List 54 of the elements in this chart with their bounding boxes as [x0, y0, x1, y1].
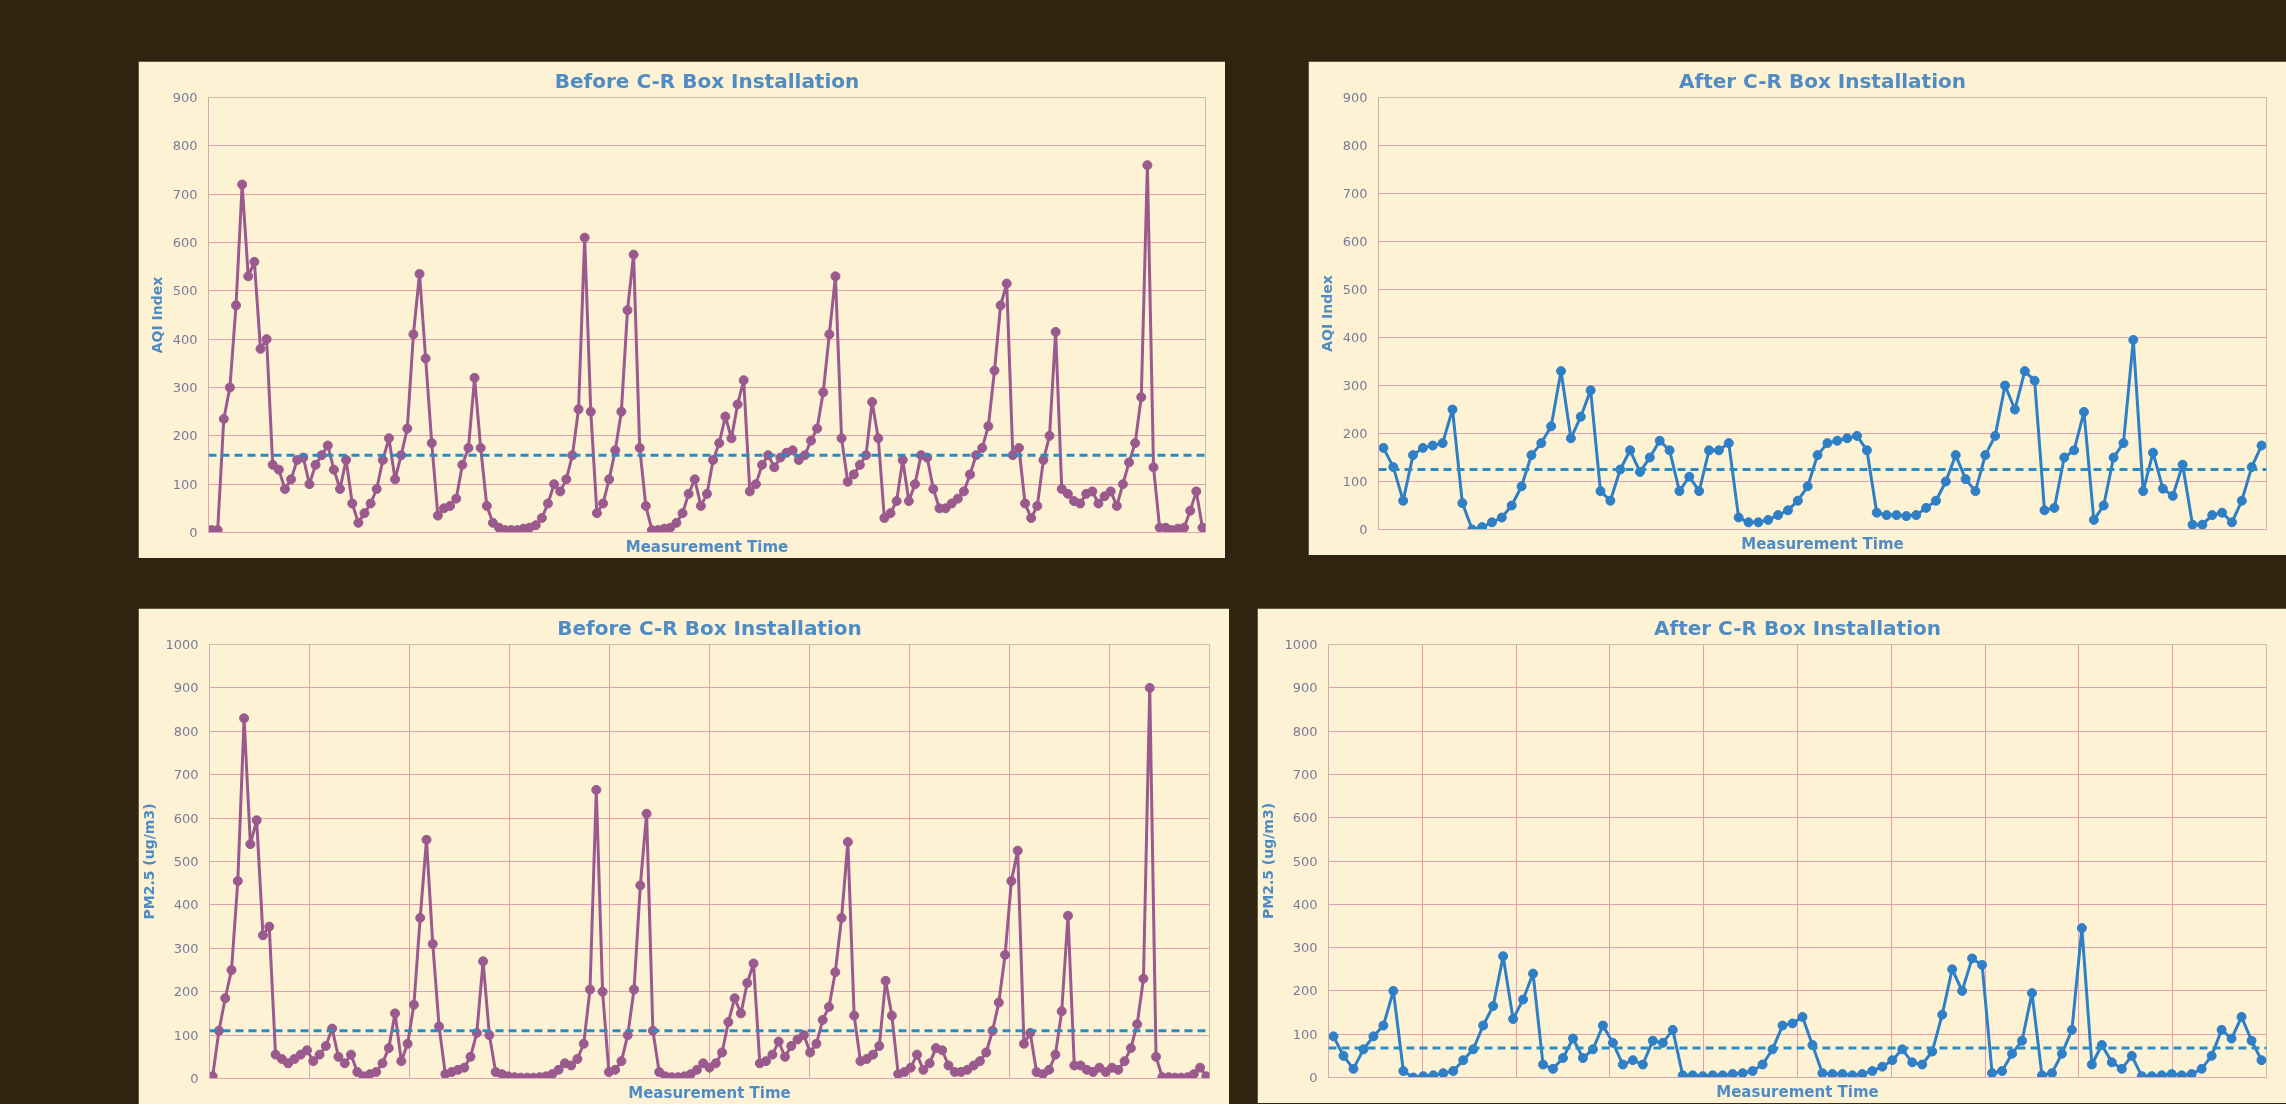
chart-title: After C-R Box Installation — [1678, 68, 1967, 93]
y-tick-label: 100 — [1342, 474, 1368, 489]
y-tick-label: 800 — [1342, 138, 1368, 153]
y-tick-label: 900 — [172, 90, 198, 105]
chart-title: Before C-R Box Installation — [557, 615, 862, 640]
y-tick-label: 900 — [1292, 680, 1318, 696]
y-axis-title: PM2.5 (ug/m3) — [1260, 802, 1277, 920]
y-tick-label: 800 — [173, 723, 199, 739]
y-tick-label: 200 — [173, 984, 199, 1000]
y-tick-label: 100 — [172, 476, 198, 492]
x-axis-title: Measurement Time — [628, 1083, 791, 1102]
y-tick-label: 600 — [172, 235, 198, 250]
y-tick-label: 300 — [1292, 940, 1318, 956]
y-tick-label: 900 — [1342, 90, 1368, 105]
y-tick-label: 600 — [1342, 234, 1368, 249]
y-tick-label: 500 — [1342, 282, 1368, 297]
x-axis-title: Measurement Time — [625, 537, 789, 556]
x-axis-title: Measurement Time — [1741, 534, 1904, 553]
y-axis-title: PM2.5 (ug/m3) — [141, 803, 158, 920]
y-tick-label: 100 — [1292, 1026, 1318, 1042]
y-tick-label: 200 — [1292, 983, 1318, 999]
y-tick-label: 200 — [172, 428, 198, 444]
x-axis-title: Measurement Time — [1716, 1082, 1879, 1101]
y-tick-label: 500 — [1292, 853, 1318, 869]
y-tick-label: 0 — [1359, 522, 1368, 537]
y-tick-label: 1000 — [165, 637, 199, 652]
chart-title: Before C-R Box Installation — [554, 68, 860, 93]
y-tick-label: 400 — [1292, 896, 1318, 912]
y-tick-label: 800 — [1292, 723, 1318, 739]
y-tick-label: 800 — [172, 138, 198, 154]
y-tick-label: 600 — [1292, 810, 1318, 826]
y-axis-title: AQI Index — [148, 276, 165, 354]
y-axis-title: AQI Index — [1318, 275, 1335, 352]
y-tick-label: 700 — [1292, 766, 1318, 782]
y-tick-label: 1000 — [1284, 637, 1318, 652]
y-tick-label: 700 — [172, 186, 198, 202]
y-tick-label: 500 — [173, 854, 199, 869]
y-tick-label: 0 — [189, 525, 198, 540]
y-tick-label: 900 — [173, 680, 199, 696]
y-tick-label: 100 — [173, 1027, 199, 1043]
y-tick-label: 300 — [172, 380, 198, 395]
y-tick-label: 0 — [1309, 1070, 1318, 1085]
y-tick-label: 400 — [172, 331, 198, 347]
y-tick-label: 500 — [172, 283, 198, 299]
y-tick-label: 400 — [1342, 330, 1368, 345]
y-tick-label: 300 — [1342, 378, 1368, 393]
y-tick-label: 600 — [173, 810, 199, 826]
y-tick-label: 0 — [190, 1071, 199, 1086]
y-tick-label: 300 — [173, 940, 199, 956]
y-tick-label: 700 — [173, 767, 199, 783]
y-tick-label: 700 — [1342, 186, 1368, 201]
chart-title: After C-R Box Installation — [1653, 615, 1942, 640]
y-tick-label: 400 — [173, 897, 199, 913]
y-tick-label: 200 — [1342, 426, 1368, 441]
